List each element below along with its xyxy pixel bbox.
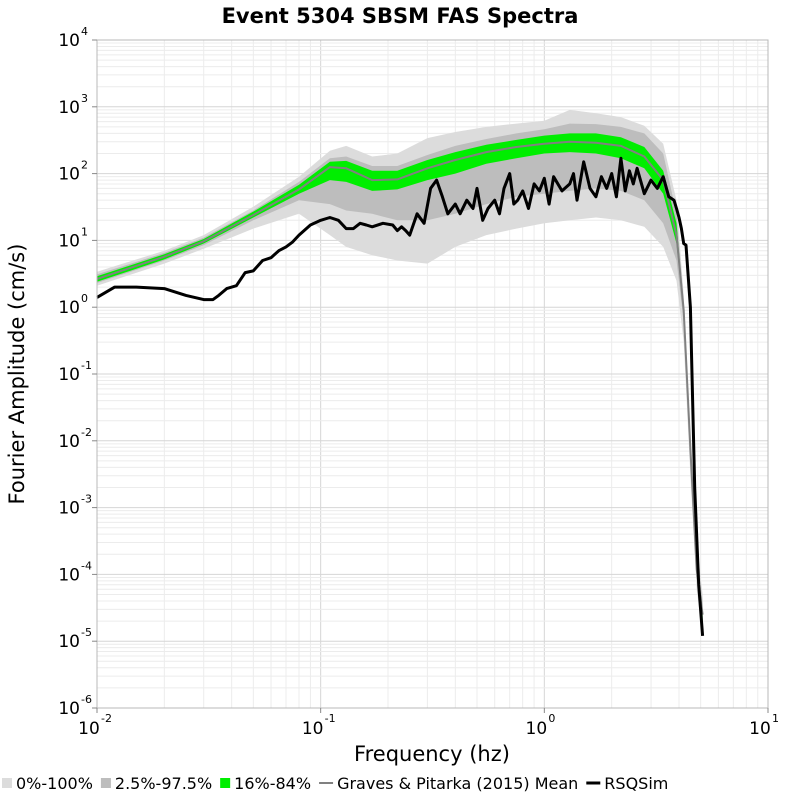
y-tick-exponent: 4 — [81, 25, 88, 38]
line-layer — [96, 140, 705, 637]
y-tick-label: 10 — [58, 231, 80, 251]
legend-swatch-2-5-97-5 — [100, 778, 111, 788]
legend-swatch-16-84 — [220, 778, 231, 788]
series-line-graves-pitarka-2015-mean — [96, 140, 704, 615]
x-tick-label: 10 — [749, 719, 771, 739]
y-tick-label: 10 — [58, 365, 80, 385]
legend: 0%-100% 2.5%-97.5% 16%-84% Graves & Pitarka… — [2, 774, 668, 793]
y-tick-exponent: 2 — [81, 159, 88, 172]
legend-label-16-84: 16%-84% — [234, 774, 311, 793]
y-tick-label: 10 — [58, 499, 80, 519]
legend-label-0-100: 0%-100% — [16, 774, 93, 793]
y-tick-label: 10 — [58, 165, 80, 185]
x-axis-label: Frequency (hz) — [354, 742, 510, 766]
band-layer — [97, 109, 703, 636]
y-tick-exponent: -3 — [81, 493, 92, 506]
legend-label-graves-pitarka-2015-mean: Graves & Pitarka (2015) Mean — [337, 774, 578, 793]
legend-label-2-5-97-5: 2.5%-97.5% — [115, 774, 212, 793]
x-tick-exponent: -1 — [325, 712, 336, 725]
y-tick-label: 10 — [58, 298, 80, 318]
y-tick-exponent: -1 — [81, 359, 92, 372]
legend-swatch-0-100 — [2, 778, 12, 788]
y-tick-label: 10 — [58, 98, 80, 118]
x-tick-label: 10 — [78, 719, 100, 739]
y-tick-label: 10 — [58, 565, 80, 585]
y-tick-label: 10 — [58, 432, 80, 452]
x-tick-exponent: 1 — [772, 712, 779, 725]
y-tick-exponent: -4 — [81, 559, 92, 572]
y-tick-exponent: -6 — [81, 693, 92, 706]
y-tick-exponent: -2 — [81, 426, 92, 439]
x-tick-exponent: 0 — [548, 712, 555, 725]
y-tick-label: 10 — [58, 632, 80, 652]
y-tick-exponent: 0 — [81, 292, 88, 305]
x-tick-exponent: -2 — [101, 712, 112, 725]
series-line-rsqsim — [96, 156, 705, 637]
legend-label-rsqsim: RSQSim — [604, 774, 668, 793]
chart-title: Event 5304 SBSM FAS Spectra — [222, 4, 579, 28]
y-tick-exponent: -5 — [81, 626, 92, 639]
band-2-5-97-5 — [97, 123, 703, 625]
x-tick-label: 10 — [526, 719, 548, 739]
x-tick-label: 10 — [302, 719, 324, 739]
y-axis-label: Fourier Amplitude (cm/s) — [5, 244, 29, 505]
y-tick-exponent: 3 — [81, 92, 88, 105]
y-tick-label: 10 — [58, 699, 80, 719]
y-tick-label: 10 — [58, 31, 80, 51]
y-tick-exponent: 1 — [81, 225, 88, 238]
